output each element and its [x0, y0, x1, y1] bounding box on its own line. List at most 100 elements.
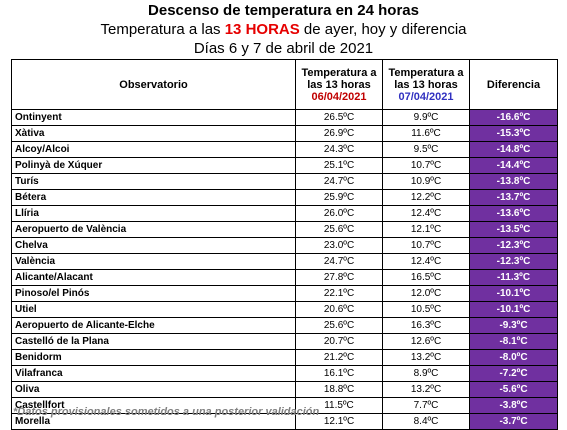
- temp-day1: 27.8ºC: [295, 269, 383, 286]
- col-header-temp-line1: Temperatura a: [301, 66, 377, 79]
- temp-day1: 24.7ºC: [295, 173, 383, 190]
- col-header-date2: 07/04/2021: [398, 90, 454, 103]
- table-row: Llíria 26.0ºC 12.4ºC -13.6ºC: [11, 205, 558, 222]
- temp-day2: 12.2ºC: [382, 189, 470, 206]
- table-row: Polinyà de Xúquer 25.1ºC 10.7ºC -14.4ºC: [11, 157, 558, 174]
- temp-difference: -5.6ºC: [469, 381, 558, 398]
- temp-difference: -14.8ºC: [469, 141, 558, 158]
- temp-day2: 10.7ºC: [382, 157, 470, 174]
- temp-difference: -15.3ºC: [469, 125, 558, 142]
- temp-day1: 20.7ºC: [295, 333, 383, 350]
- table-row: Alcoy/Alcoi 24.3ºC 9.5ºC -14.8ºC: [11, 141, 558, 158]
- station-name: Alicante/Alacant: [11, 269, 296, 286]
- page-title: Descenso de temperatura en 24 horas: [148, 2, 419, 19]
- temp-day2: 10.7ºC: [382, 237, 470, 254]
- table-row: Xàtiva 26.9ºC 11.6ºC -15.3ºC: [11, 125, 558, 142]
- table-header-row: Observatorio Temperatura a las 13 horas …: [11, 59, 558, 110]
- station-name: Polinyà de Xúquer: [11, 157, 296, 174]
- subtitle-highlight: 13 HORAS: [224, 21, 300, 38]
- temp-difference: -14.4ºC: [469, 157, 558, 174]
- temp-day1: 21.2ºC: [295, 349, 383, 366]
- col-header-date1: 06/04/2021: [311, 90, 367, 103]
- table-row: Oliva 18.8ºC 13.2ºC -5.6ºC: [11, 381, 558, 398]
- station-name: Castelló de la Plana: [11, 333, 296, 350]
- col-header-temp-line2: las 13 horas: [394, 78, 458, 91]
- table-row: Utiel 20.6ºC 10.5ºC -10.1ºC: [11, 301, 558, 318]
- table-row: València 24.7ºC 12.4ºC -12.3ºC: [11, 253, 558, 270]
- table-row: Pinoso/el Pinós 22.1ºC 12.0ºC -10.1ºC: [11, 285, 558, 302]
- table-row: Alicante/Alacant 27.8ºC 16.5ºC -11.3ºC: [11, 269, 558, 286]
- footnote: *Datos provisionales sometidos a una pos…: [13, 406, 320, 418]
- temp-difference: -8.1ºC: [469, 333, 558, 350]
- temp-day2: 12.4ºC: [382, 253, 470, 270]
- temp-day1: 16.1ºC: [295, 365, 383, 382]
- table-row: Ontinyent 26.5ºC 9.9ºC -16.6ºC: [11, 109, 558, 126]
- table-row: Chelva 23.0ºC 10.7ºC -12.3ºC: [11, 237, 558, 254]
- temp-day1: 26.0ºC: [295, 205, 383, 222]
- temp-day2: 8.4ºC: [382, 413, 470, 430]
- temp-day2: 13.2ºC: [382, 349, 470, 366]
- temp-difference: -13.6ºC: [469, 205, 558, 222]
- temp-day2: 7.7ºC: [382, 397, 470, 414]
- temp-difference: -10.1ºC: [469, 285, 558, 302]
- temp-day2: 12.1ºC: [382, 221, 470, 238]
- table-row: Benidorm 21.2ºC 13.2ºC -8.0ºC: [11, 349, 558, 366]
- col-header-temp-day1: Temperatura a las 13 horas 06/04/2021: [295, 59, 383, 110]
- temp-day1: 18.8ºC: [295, 381, 383, 398]
- station-name: Utiel: [11, 301, 296, 318]
- col-header-temp-line2: las 13 horas: [307, 78, 371, 91]
- temp-day2: 12.0ºC: [382, 285, 470, 302]
- temp-day2: 12.4ºC: [382, 205, 470, 222]
- temp-difference: -7.2ºC: [469, 365, 558, 382]
- temp-day1: 25.1ºC: [295, 157, 383, 174]
- station-name: Pinoso/el Pinós: [11, 285, 296, 302]
- temp-day1: 23.0ºC: [295, 237, 383, 254]
- station-name: València: [11, 253, 296, 270]
- col-header-observatorio: Observatorio: [11, 59, 296, 110]
- station-name: Aeropuerto de Alicante-Elche: [11, 317, 296, 334]
- station-name: Oliva: [11, 381, 296, 398]
- temp-difference: -13.5ºC: [469, 221, 558, 238]
- station-name: Vilafranca: [11, 365, 296, 382]
- temp-day1: 20.6ºC: [295, 301, 383, 318]
- temp-difference: -13.8ºC: [469, 173, 558, 190]
- temp-difference: -8.0ºC: [469, 349, 558, 366]
- temp-day2: 13.2ºC: [382, 381, 470, 398]
- col-header-diferencia: Diferencia: [469, 59, 558, 110]
- col-header-temp-line1: Temperatura a: [388, 66, 464, 79]
- table-row: Aeropuerto de València 25.6ºC 12.1ºC -13.5º…: [11, 221, 558, 238]
- temp-difference: -3.7ºC: [469, 413, 558, 430]
- table-row: Castelló de la Plana 20.7ºC 12.6ºC -8.1ºC: [11, 333, 558, 350]
- table-row: Bétera 25.9ºC 12.2ºC -13.7ºC: [11, 189, 558, 206]
- temp-day2: 12.6ºC: [382, 333, 470, 350]
- temp-day1: 25.9ºC: [295, 189, 383, 206]
- subtitle-pre: Temperatura a las: [100, 21, 225, 38]
- temp-difference: -11.3ºC: [469, 269, 558, 286]
- temp-difference: -3.8ºC: [469, 397, 558, 414]
- temp-day1: 25.6ºC: [295, 317, 383, 334]
- temp-day2: 10.5ºC: [382, 301, 470, 318]
- temp-difference: -12.3ºC: [469, 253, 558, 270]
- temp-day1: 24.3ºC: [295, 141, 383, 158]
- station-name: Ontinyent: [11, 109, 296, 126]
- title-block: Descenso de temperatura en 24 horas Temp…: [0, 0, 567, 58]
- temperature-table: Observatorio Temperatura a las 13 horas …: [11, 59, 558, 430]
- subtitle: Temperatura a las 13 HORAS de ayer, hoy …: [0, 20, 567, 39]
- temp-difference: -10.1ºC: [469, 301, 558, 318]
- station-name: Chelva: [11, 237, 296, 254]
- table-row: Aeropuerto de Alicante-Elche 25.6ºC 16.3ºC…: [11, 317, 558, 334]
- date-line: Días 6 y 7 de abril de 2021: [193, 40, 374, 57]
- station-name: Benidorm: [11, 349, 296, 366]
- temp-day2: 11.6ºC: [382, 125, 470, 142]
- station-name: Aeropuerto de València: [11, 221, 296, 238]
- col-header-temp-day2: Temperatura a las 13 horas 07/04/2021: [382, 59, 470, 110]
- temp-day2: 8.9ºC: [382, 365, 470, 382]
- table-row: Vilafranca 16.1ºC 8.9ºC -7.2ºC: [11, 365, 558, 382]
- station-name: Bétera: [11, 189, 296, 206]
- temp-day1: 26.9ºC: [295, 125, 383, 142]
- temp-day1: 22.1ºC: [295, 285, 383, 302]
- station-name: Alcoy/Alcoi: [11, 141, 296, 158]
- temp-difference: -9.3ºC: [469, 317, 558, 334]
- station-name: Turís: [11, 173, 296, 190]
- temp-day1: 25.6ºC: [295, 221, 383, 238]
